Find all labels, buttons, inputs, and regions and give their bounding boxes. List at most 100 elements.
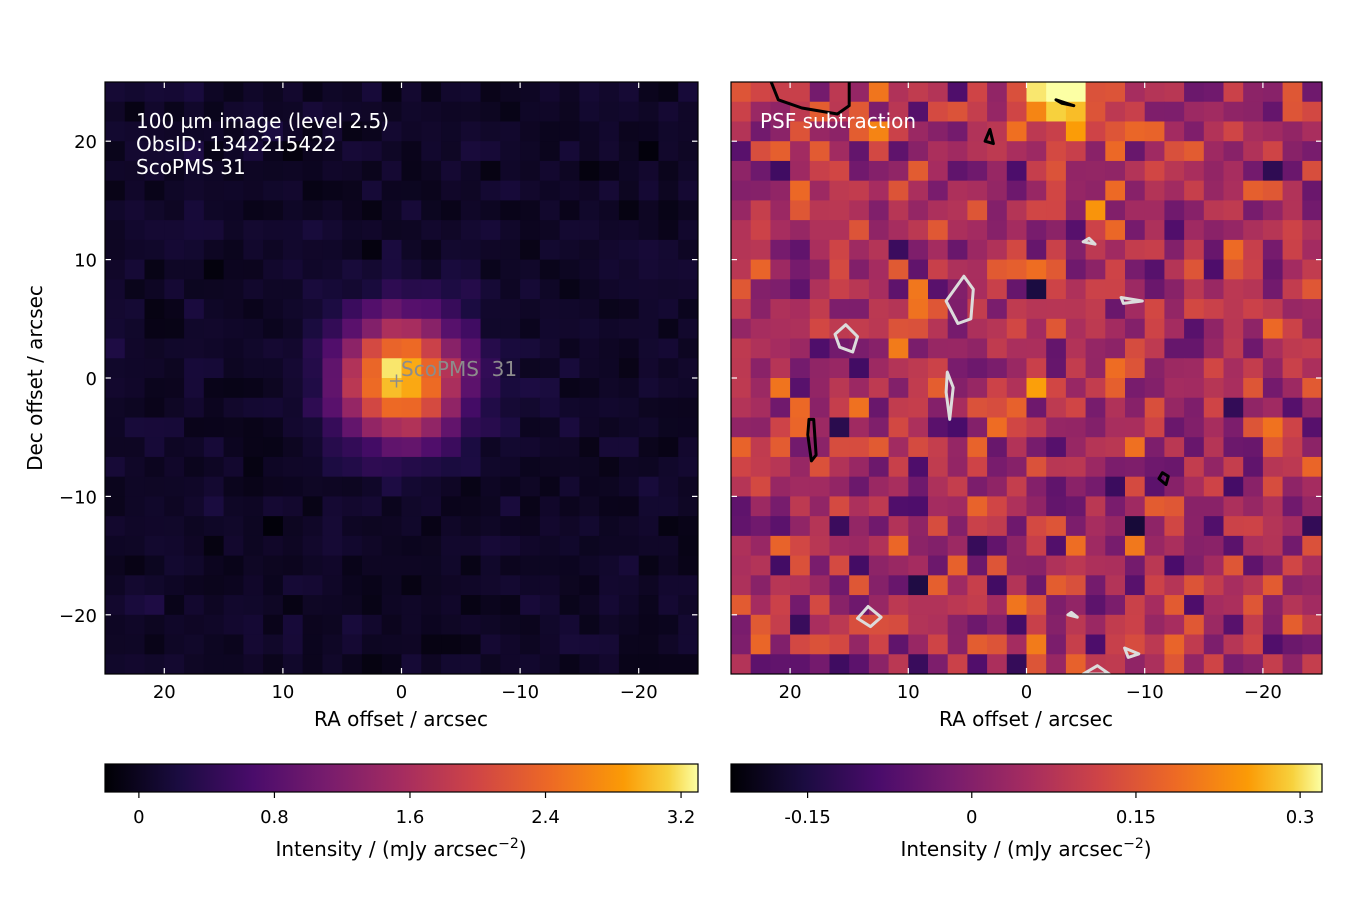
left-heatmap-pixel: [539, 141, 561, 162]
left-heatmap-pixel: [480, 200, 501, 221]
right-heatmap-pixel: [1243, 259, 1264, 280]
left-xtick-label: 20: [153, 682, 176, 703]
left-heatmap-pixel: [658, 220, 679, 241]
left-heatmap-pixel: [144, 101, 165, 123]
right-heatmap-pixel: [770, 535, 791, 557]
left-heatmap-pixel: [263, 496, 284, 517]
right-heatmap-pixel: [1223, 299, 1244, 320]
right-heatmap-pixel: [1262, 101, 1284, 123]
left-heatmap-pixel: [539, 516, 561, 537]
right-heatmap-pixel: [987, 397, 1008, 419]
left-heatmap-pixel: [164, 358, 185, 379]
right-heatmap-pixel: [750, 141, 771, 162]
right-heatmap-pixel: [1223, 121, 1244, 142]
left-heatmap-pixel: [559, 160, 580, 182]
left-heatmap-pixel: [520, 634, 541, 655]
right-heatmap-pixel: [1144, 121, 1165, 142]
left-heatmap-pixel: [559, 180, 580, 201]
left-heatmap-pixel: [184, 575, 205, 596]
left-heatmap-pixel: [421, 476, 442, 497]
left-heatmap-pixel: [460, 456, 482, 478]
right-heatmap-pixel: [967, 180, 988, 201]
left-heatmap-pixel: [381, 200, 403, 221]
left-annotation-line-3: ScoPMS 31: [136, 155, 246, 179]
right-heatmap-pixel: [829, 555, 850, 576]
right-heatmap-pixel: [1302, 397, 1322, 419]
right-heatmap-pixel: [888, 101, 909, 123]
right-heatmap-pixel: [967, 378, 988, 399]
left-heatmap-pixel: [322, 476, 343, 497]
left-heatmap-pixel: [678, 476, 698, 497]
right-heatmap-pixel: [1302, 634, 1322, 655]
left-heatmap-pixel: [500, 476, 521, 497]
left-heatmap-pixel: [401, 378, 422, 399]
right-heatmap-pixel: [1184, 496, 1205, 517]
left-heatmap-pixel: [342, 259, 363, 280]
right-heatmap-pixel: [1006, 141, 1028, 162]
right-heatmap-pixel: [750, 634, 771, 655]
left-heatmap-pixel: [164, 476, 185, 497]
left-heatmap-pixel: [263, 397, 284, 419]
right-heatmap-pixel: [1223, 595, 1244, 616]
left-heatmap-pixel: [500, 397, 521, 419]
right-heatmap-pixel: [770, 634, 791, 655]
right-heatmap-pixel: [1026, 82, 1047, 103]
right-heatmap-pixel: [1302, 82, 1322, 103]
left-heatmap-pixel: [401, 476, 422, 497]
right-heatmap-pixel: [809, 634, 831, 655]
left-heatmap-pixel: [500, 279, 521, 300]
left-heatmap-pixel: [638, 299, 660, 320]
right-heatmap-pixel: [987, 476, 1008, 497]
right-heatmap-pixel: [1164, 535, 1185, 557]
left-heatmap-pixel: [539, 358, 561, 379]
right-heatmap-pixel: [928, 634, 949, 655]
left-heatmap-pixel: [164, 535, 185, 557]
right-heatmap-pixel: [1223, 82, 1244, 103]
right-heatmap-pixel: [1046, 121, 1067, 142]
right-heatmap-pixel: [908, 239, 929, 261]
right-heatmap-pixel: [1262, 82, 1284, 103]
left-heatmap-pixel: [124, 101, 146, 123]
left-heatmap-pixel: [559, 141, 580, 162]
left-heatmap-pixel: [124, 358, 146, 379]
right-heatmap-pixel: [908, 299, 929, 320]
right-heatmap-pixel: [1302, 417, 1322, 438]
left-heatmap-pixel: [638, 437, 660, 458]
right-heatmap-pixel: [750, 259, 771, 280]
right-heatmap-pixel: [1144, 417, 1165, 438]
left-heatmap-pixel: [361, 417, 383, 438]
left-heatmap-pixel: [421, 555, 442, 576]
left-heatmap-pixel: [599, 555, 620, 576]
right-heatmap-pixel: [750, 82, 771, 103]
left-heatmap-pixel: [460, 220, 482, 241]
left-heatmap-pixel: [203, 496, 225, 517]
left-heatmap-pixel: [638, 338, 660, 359]
right-heatmap-pixel: [790, 200, 811, 221]
left-heatmap-pixel: [263, 378, 284, 399]
right-heatmap-pixel: [1026, 338, 1047, 359]
left-heatmap-pixel: [579, 239, 600, 261]
left-heatmap-pixel: [618, 299, 640, 320]
right-heatmap-pixel: [888, 397, 909, 419]
left-heatmap-pixel: [263, 279, 284, 300]
right-heatmap-pixel: [868, 358, 890, 379]
right-heatmap-pixel: [790, 535, 811, 557]
left-heatmap-pixel: [322, 101, 343, 123]
right-heatmap-pixel: [829, 279, 850, 300]
right-heatmap-pixel: [1006, 397, 1028, 419]
right-heatmap-pixel: [1006, 575, 1028, 596]
right-heatmap-pixel: [1125, 318, 1146, 340]
right-heatmap-pixel: [1006, 614, 1028, 636]
left-heatmap-pixel: [599, 417, 620, 438]
right-heatmap-pixel: [809, 476, 831, 497]
right-heatmap-pixel: [809, 121, 831, 142]
right-heatmap-pixel: [809, 614, 831, 636]
left-heatmap-pixel: [223, 220, 244, 241]
left-heatmap-pixel: [421, 200, 442, 221]
left-heatmap-pixel: [579, 299, 600, 320]
right-heatmap-pixel: [888, 456, 909, 478]
right-heatmap-pixel: [1085, 318, 1106, 340]
left-heatmap-pixel: [618, 239, 640, 261]
right-heatmap-pixel: [1243, 239, 1264, 261]
left-heatmap-pixel: [342, 121, 363, 142]
